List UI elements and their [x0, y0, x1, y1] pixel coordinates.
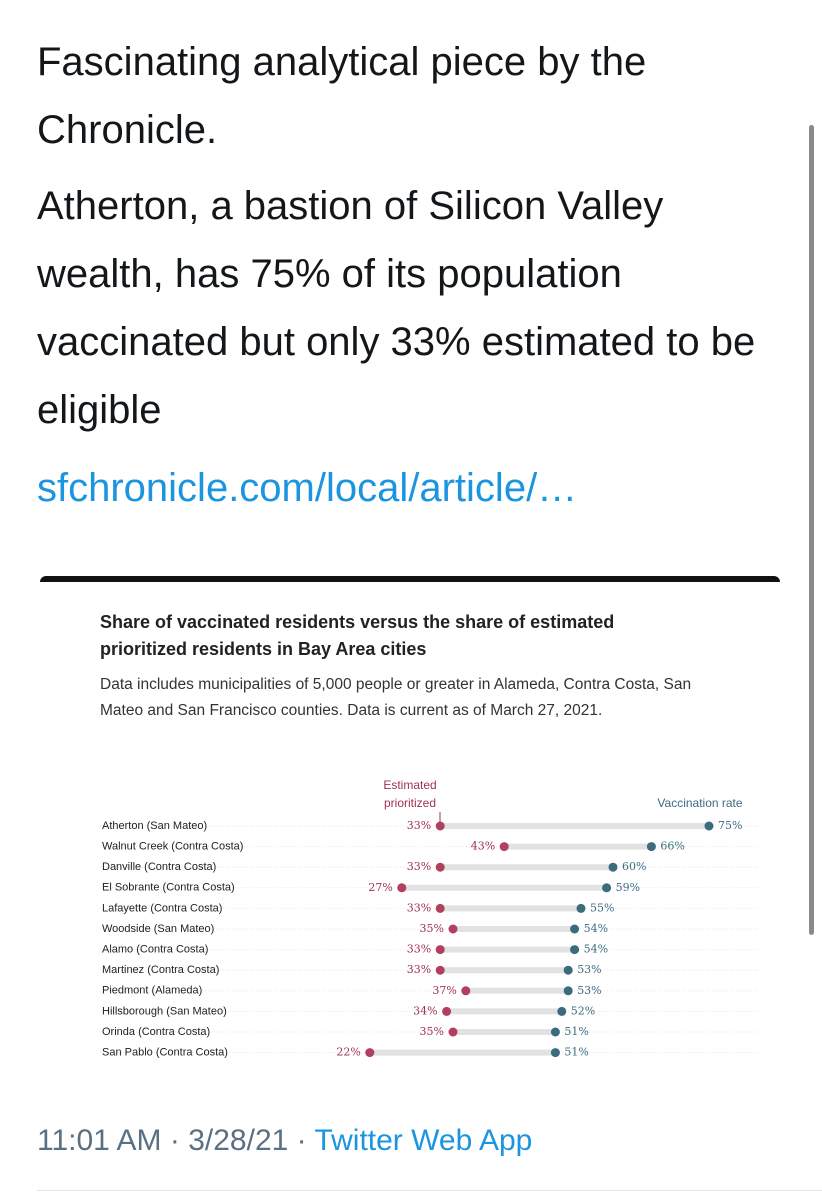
prioritized-label: 35%: [420, 1025, 444, 1038]
prioritized-label: 33%: [407, 901, 431, 914]
series-label: Estimated prioritized: [383, 778, 437, 810]
prioritized-label: 33%: [407, 860, 431, 873]
category-label: Danville (Contra Costa): [102, 861, 216, 873]
prioritized-dot: [448, 1027, 458, 1037]
tweet-text: Fascinating analytical piece by the Chro…: [37, 40, 647, 152]
vaccinated-dot: [550, 1048, 560, 1058]
source[interactable]: Twitter Web App: [314, 1124, 533, 1157]
vaccinated-label: 54%: [584, 943, 608, 956]
prioritized-dot: [435, 821, 445, 831]
category-label: Martinez (Contra Costa): [102, 964, 219, 976]
vaccinated-label: 53%: [577, 963, 601, 976]
chart-title: Share of vaccinated residents versus the…: [100, 612, 615, 659]
date: 3/28/21: [188, 1124, 289, 1157]
vaccinated-dot: [704, 821, 714, 831]
chart-subtitle: Data includes municipalities of 5,000 pe…: [100, 676, 692, 719]
image-top-bar: [40, 576, 780, 582]
category-label: Atherton (San Mateo): [102, 820, 207, 832]
prioritized-label: 22%: [336, 1046, 360, 1059]
vaccinated-label: 51%: [564, 1025, 588, 1038]
vaccinated-label: 55%: [590, 901, 614, 914]
vaccinated-label: 60%: [622, 860, 646, 873]
prioritized-label: 43%: [471, 840, 495, 853]
tweet-meta: 11:01 AM · 3/28/21 · Twitter Web App: [37, 1124, 532, 1158]
prioritized-dot: [435, 945, 445, 955]
category-label: Walnut Creek (Contra Costa): [102, 841, 243, 853]
prioritized-dot: [435, 903, 445, 913]
vaccinated-label: 75%: [718, 819, 742, 832]
vaccinated-label: 66%: [660, 840, 684, 853]
prioritized-dot: [499, 842, 509, 852]
scrollbar: [809, 125, 814, 935]
chart-image[interactable]: Share of vaccinated residents versus the…: [40, 576, 780, 1070]
tweet-link[interactable]: sfchronicle.com/local/article/…: [37, 466, 578, 510]
vaccinated-dot: [570, 945, 580, 955]
prioritized-label: 33%: [407, 943, 431, 956]
prioritized-dot: [397, 883, 407, 893]
category-label: Orinda (Contra Costa): [102, 1026, 210, 1038]
category-label: Woodside (San Mateo): [102, 923, 214, 935]
vaccinated-dot: [557, 1006, 567, 1016]
vaccinated-label: 51%: [564, 1046, 588, 1059]
prioritized-label: 37%: [432, 984, 456, 997]
prioritized-dot: [435, 965, 445, 975]
vaccinated-label: 54%: [584, 922, 608, 935]
prioritized-dot: [448, 924, 458, 934]
vaccinated-dot: [563, 986, 573, 996]
vaccinated-dot: [576, 903, 586, 913]
vaccinated-dot: [602, 883, 612, 893]
prioritized-label: 34%: [413, 1004, 437, 1017]
prioritized-dot: [365, 1048, 375, 1058]
prioritized-dot: [442, 1006, 452, 1016]
category-label: Piedmont (Alameda): [102, 985, 202, 997]
vaccinated-dot: [608, 862, 618, 872]
separator: ·: [296, 1124, 307, 1157]
category-label: Hillsborough (San Mateo): [102, 1005, 227, 1017]
vaccinated-label: 59%: [616, 881, 640, 894]
vaccinated-dot: [563, 965, 573, 975]
vaccinated-dot: [646, 842, 656, 852]
category-label: San Pablo (Contra Costa): [102, 1047, 228, 1059]
prioritized-label: 27%: [368, 881, 392, 894]
divider: [37, 1190, 822, 1191]
vaccinated-label: 53%: [577, 984, 601, 997]
separator: ·: [169, 1124, 180, 1157]
category-label: Lafayette (Contra Costa): [102, 902, 222, 914]
series-label: Vaccination rate: [657, 796, 743, 810]
category-label: Alamo (Contra Costa): [102, 944, 208, 956]
dot-plot: Atherton (San Mateo) 33% 75% Walnut Creek (…: [100, 812, 760, 1059]
vaccinated-dot: [550, 1027, 560, 1037]
prioritized-label: 33%: [407, 819, 431, 832]
category-label: El Sobrante (Contra Costa): [102, 882, 235, 894]
prioritized-label: 35%: [420, 922, 444, 935]
prioritized-label: 33%: [407, 963, 431, 976]
prioritized-dot: [435, 862, 445, 872]
prioritized-dot: [461, 986, 471, 996]
vaccinated-dot: [570, 924, 580, 934]
vaccinated-label: 52%: [571, 1004, 595, 1017]
tweet-text: Atherton, a bastion of Silicon Valley we…: [37, 184, 756, 432]
time: 11:01 AM: [37, 1124, 162, 1157]
